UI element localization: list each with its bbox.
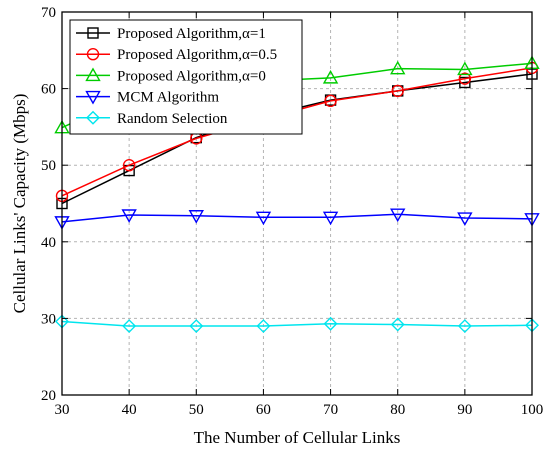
y-tick-label: 30 [41,311,56,327]
series-5 [55,314,539,334]
legend-marker [85,67,101,82]
data-point [390,60,406,75]
x-tick-label: 60 [256,402,271,418]
data-point [457,212,473,226]
legend-item: Proposed Algorithm,α=0 [76,67,266,84]
data-point [390,208,406,223]
x-tick-label: 50 [189,402,204,418]
legend-item: MCM Algorithm [76,90,219,106]
data-point [459,76,471,89]
y-axis-label: Cellular Links' Capacity (Mbps) [10,94,29,314]
data-point [391,84,404,98]
plot-frame [61,11,533,396]
series-line [61,320,533,327]
data-point [322,69,339,84]
y-tick-label: 40 [41,235,56,251]
legend-item: Proposed Algorithm,α=1 [76,26,266,42]
legend-item: Random Selection [76,111,228,127]
y-tick-label: 70 [41,5,56,21]
x-axis-label: The Number of Cellular Links [194,428,401,447]
x-tick-label: 70 [323,402,338,418]
x-tick-label: 40 [122,402,137,418]
legend-label: Proposed Algorithm,α=0.5 [117,47,277,63]
data-point [390,317,405,332]
legend-marker [86,110,100,125]
data-point [457,61,473,76]
y-tick-label: 50 [41,158,56,174]
data-point [324,94,337,108]
legend-item: Proposed Algorithm,α=0.5 [76,47,277,63]
legend-marker [85,90,101,105]
legend-label: Proposed Algorithm,α=1 [117,26,266,42]
legend-marker [87,27,99,39]
data-point [323,316,338,331]
data-point [122,158,136,172]
data-point [188,210,204,224]
x-tick-label: 80 [390,402,405,418]
data-point [457,319,472,334]
legend-label: Proposed Algorithm,α=0 [117,68,266,84]
series-4 [54,208,540,230]
x-tick-label: 90 [457,402,472,418]
legend-label: Random Selection [117,111,228,127]
x-tick-label: 30 [55,402,70,418]
legend-label: MCM Algorithm [117,90,219,106]
data-point [189,319,204,334]
data-point [458,72,472,85]
y-tick-label: 20 [41,388,56,404]
data-point [255,211,272,226]
data-point [122,319,137,334]
legend-box [69,19,303,135]
data-point [256,319,271,334]
legend: Proposed Algorithm,α=1 Proposed Algorithm… [69,19,303,135]
data-point [322,211,339,226]
x-tick-label: 100 [521,402,544,418]
data-point [121,209,137,223]
legend-marker [86,48,100,61]
y-tick-label: 60 [41,82,56,98]
series-line [61,213,533,223]
